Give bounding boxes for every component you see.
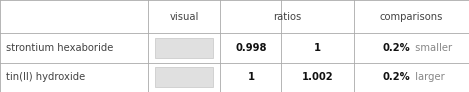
Text: strontium hexaboride: strontium hexaboride (6, 43, 113, 53)
Text: 0.2%: 0.2% (383, 72, 410, 82)
Text: comparisons: comparisons (380, 12, 443, 22)
Text: smaller: smaller (412, 43, 453, 53)
Text: 1: 1 (314, 43, 321, 53)
Text: visual: visual (169, 12, 199, 22)
FancyBboxPatch shape (155, 38, 213, 58)
Text: 0.2%: 0.2% (383, 43, 410, 53)
Text: larger: larger (412, 72, 445, 82)
Text: 1: 1 (247, 72, 255, 82)
Text: 1.002: 1.002 (302, 72, 333, 82)
Text: 0.998: 0.998 (235, 43, 267, 53)
Text: tin(II) hydroxide: tin(II) hydroxide (6, 72, 85, 82)
FancyBboxPatch shape (155, 67, 213, 87)
Text: ratios: ratios (273, 12, 302, 22)
